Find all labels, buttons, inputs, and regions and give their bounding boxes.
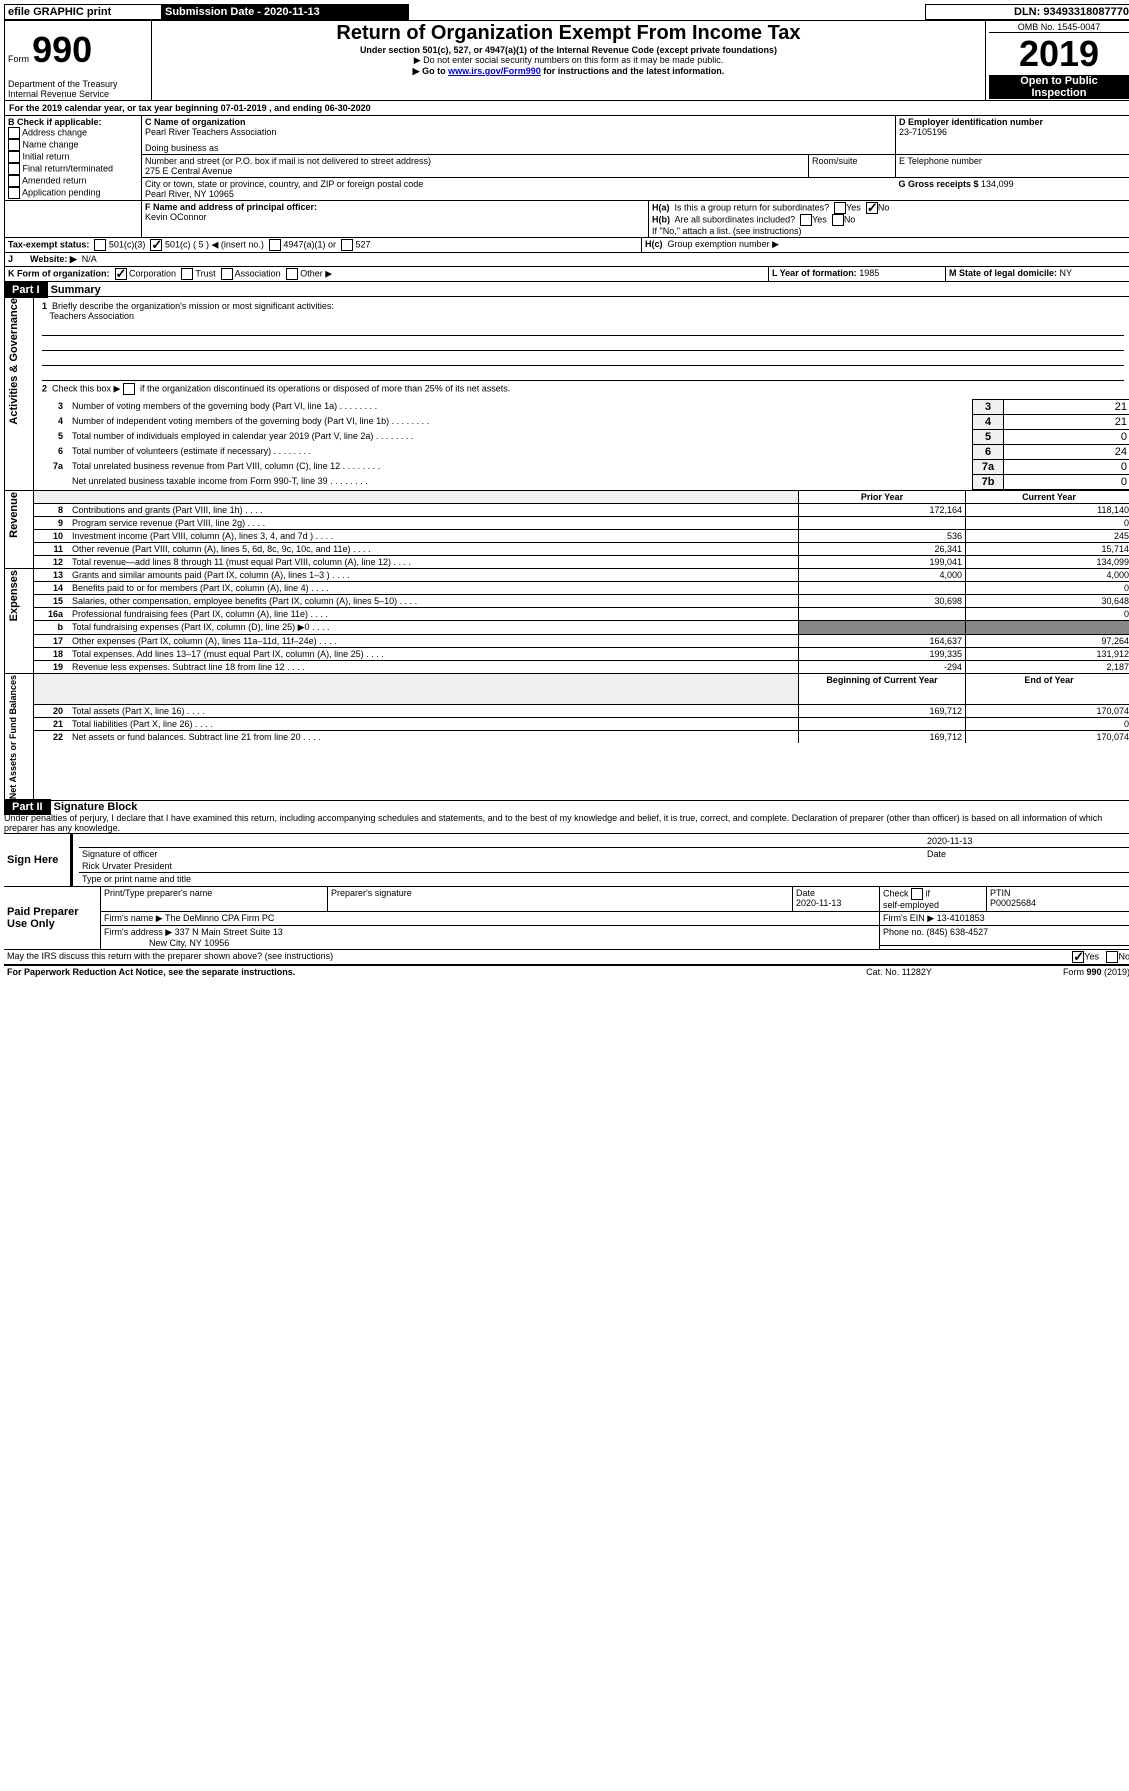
data-row: 8Contributions and grants (Part VIII, li… bbox=[34, 504, 1129, 517]
data-row: 21Total liabilities (Part X, line 26) . … bbox=[34, 718, 1129, 731]
form-title: Return of Organization Exempt From Incom… bbox=[155, 22, 982, 45]
efile-button[interactable]: efile GRAPHIC print bbox=[5, 5, 162, 20]
ha-no-checkbox[interactable] bbox=[866, 202, 878, 214]
data-row: 20Total assets (Part X, line 16) . . . .… bbox=[34, 705, 1129, 718]
sign-here: Sign Here bbox=[4, 834, 72, 887]
firm-name: The DeMinno CPA Firm PC bbox=[165, 913, 274, 923]
part2-heading: Signature Block bbox=[54, 801, 138, 813]
firm-addr1: 337 N Main Street Suite 13 bbox=[175, 927, 283, 937]
gov-row: 4Number of independent voting members of… bbox=[34, 415, 1129, 430]
part1-title: Part I bbox=[4, 282, 48, 298]
data-row: 13Grants and similar amounts paid (Part … bbox=[34, 569, 1129, 582]
data-row: 11Other revenue (Part VIII, column (A), … bbox=[34, 543, 1129, 556]
gov-row: 7aTotal unrelated business revenue from … bbox=[34, 460, 1129, 475]
org-name: Pearl River Teachers Association bbox=[145, 127, 276, 137]
b-checkbox-item: Initial return bbox=[8, 151, 138, 163]
k-assoc-checkbox[interactable] bbox=[221, 268, 233, 280]
gov-row: 5Total number of individuals employed in… bbox=[34, 430, 1129, 445]
street: 275 E Central Avenue bbox=[145, 166, 232, 176]
data-row: 22Net assets or fund balances. Subtract … bbox=[34, 731, 1129, 744]
dln: DLN: 93493318087770 bbox=[926, 5, 1129, 20]
gross-receipts: 134,099 bbox=[981, 179, 1014, 189]
b-checkbox-item: Amended return bbox=[8, 175, 138, 187]
paid-preparer-label: Paid Preparer Use Only bbox=[4, 887, 101, 950]
subtitle: Under section 501(c), 527, or 4947(a)(1)… bbox=[155, 45, 982, 55]
te-501c-checkbox[interactable] bbox=[150, 239, 162, 251]
part1-heading: Summary bbox=[51, 284, 101, 296]
k-trust-checkbox[interactable] bbox=[181, 268, 193, 280]
gov-row: Net unrelated business taxable income fr… bbox=[34, 475, 1129, 490]
domicile: NY bbox=[1060, 268, 1073, 278]
form-number: 990 bbox=[32, 29, 92, 70]
data-row: 10Investment income (Part VIII, column (… bbox=[34, 530, 1129, 543]
city: Pearl River, NY 10965 bbox=[145, 189, 234, 199]
ein: 23-7105196 bbox=[899, 127, 1129, 137]
declaration: Under penalties of perjury, I declare th… bbox=[4, 813, 1129, 834]
omb: OMB No. 1545-0047 bbox=[989, 22, 1129, 33]
catno: Cat. No. 11282Y bbox=[821, 966, 977, 978]
ha-yes-checkbox[interactable] bbox=[834, 202, 846, 214]
irs-link[interactable]: www.irs.gov/Form990 bbox=[448, 66, 541, 76]
data-row: 9Program service revenue (Part VIII, lin… bbox=[34, 517, 1129, 530]
data-row: bTotal fundraising expenses (Part IX, co… bbox=[34, 621, 1129, 635]
dept: Department of the Treasury Internal Reve… bbox=[8, 79, 148, 99]
gov-row: 6Total number of volunteers (estimate if… bbox=[34, 445, 1129, 460]
b-checkbox-item: Name change bbox=[8, 139, 138, 151]
discuss-no-checkbox[interactable] bbox=[1106, 951, 1118, 963]
firm-ein: 13-4101853 bbox=[937, 913, 985, 923]
mission: Teachers Association bbox=[50, 311, 135, 321]
k-other-checkbox[interactable] bbox=[286, 268, 298, 280]
data-row: 16aProfessional fundraising fees (Part I… bbox=[34, 608, 1129, 621]
line2-checkbox[interactable] bbox=[123, 383, 135, 395]
te-527-checkbox[interactable] bbox=[341, 239, 353, 251]
website: N/A bbox=[82, 254, 97, 264]
prep-date: 2020-11-13 bbox=[796, 898, 841, 908]
hb-no-checkbox[interactable] bbox=[832, 214, 844, 226]
data-row: 19Revenue less expenses. Subtract line 1… bbox=[34, 661, 1129, 674]
ptin: P00025684 bbox=[990, 898, 1036, 908]
paperwork-notice: For Paperwork Reduction Act Notice, see … bbox=[4, 966, 821, 978]
firm-addr2: New City, NY 10956 bbox=[149, 938, 229, 948]
topbar: efile GRAPHIC print Submission Date - 20… bbox=[4, 4, 1129, 20]
officer-name: Rick Urvater President bbox=[79, 860, 1129, 873]
tax-year: 2019 bbox=[989, 33, 1129, 75]
data-row: 15Salaries, other compensation, employee… bbox=[34, 595, 1129, 608]
data-row: 18Total expenses. Add lines 13–17 (must … bbox=[34, 648, 1129, 661]
b-checkbox-item: Final return/terminated bbox=[8, 163, 138, 175]
data-row: 17Other expenses (Part IX, column (A), l… bbox=[34, 635, 1129, 648]
principal-officer: Kevin OConnor bbox=[145, 212, 207, 222]
gov-row: 3Number of voting members of the governi… bbox=[34, 400, 1129, 415]
k-corp-checkbox[interactable] bbox=[115, 268, 127, 280]
submission-date: Submission Date - 2020-11-13 bbox=[162, 5, 409, 20]
header-block: Form 990 Department of the Treasury Inte… bbox=[4, 20, 1129, 101]
note2: ▶ Go to www.irs.gov/Form990 for instruct… bbox=[155, 66, 982, 77]
part1-table: Activities & Governance 1 Briefly descri… bbox=[4, 296, 1129, 801]
b-checkbox-item: Application pending bbox=[8, 187, 138, 199]
te-501c3-checkbox[interactable] bbox=[94, 239, 106, 251]
data-row: 12Total revenue—add lines 8 through 11 (… bbox=[34, 556, 1129, 569]
section-b: B Check if applicable: Address change Na… bbox=[5, 116, 142, 201]
year-formation: 1985 bbox=[859, 268, 879, 278]
firm-phone: (845) 638-4527 bbox=[927, 927, 989, 937]
data-row: 14Benefits paid to or for members (Part … bbox=[34, 582, 1129, 595]
self-employed-checkbox[interactable] bbox=[911, 888, 923, 900]
te-4947-checkbox[interactable] bbox=[269, 239, 281, 251]
discuss-yes-checkbox[interactable] bbox=[1072, 951, 1084, 963]
b-checkbox-item: Address change bbox=[8, 127, 138, 139]
hb-yes-checkbox[interactable] bbox=[800, 214, 812, 226]
note1: ▶ Do not enter social security numbers o… bbox=[155, 55, 982, 66]
period: For the 2019 calendar year, or tax year … bbox=[4, 101, 1129, 116]
inspection: Open to Public Inspection bbox=[989, 75, 1129, 99]
